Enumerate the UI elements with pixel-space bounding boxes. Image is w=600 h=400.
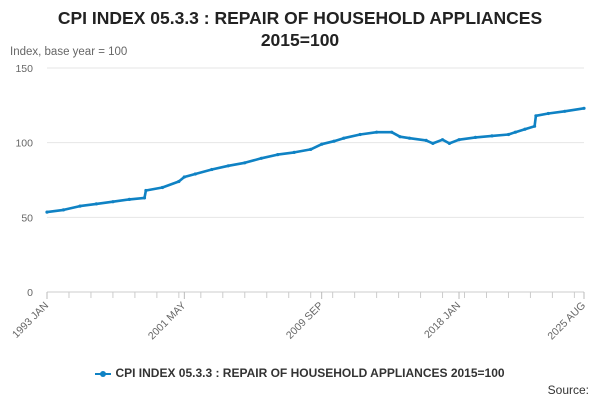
- legend[interactable]: CPI INDEX 05.3.3 : REPAIR OF HOUSEHOLD A…: [0, 366, 600, 380]
- data-point: [506, 132, 511, 137]
- data-point: [61, 208, 66, 212]
- data-point: [563, 109, 567, 113]
- legend-series-marker-icon: [95, 369, 112, 379]
- x-tick-label: 2009 SEP: [284, 300, 326, 342]
- y-axis-label: Index, base year = 100: [10, 46, 128, 58]
- data-point: [408, 136, 412, 140]
- data-point: [78, 204, 82, 208]
- data-point: [457, 138, 461, 142]
- x-tick-label: 2001 MAY: [146, 300, 189, 343]
- data-point: [94, 202, 98, 206]
- data-point: [193, 172, 197, 176]
- data-point: [546, 111, 550, 116]
- data-point: [276, 153, 280, 157]
- data-point: [210, 167, 214, 172]
- data-point: [513, 130, 517, 134]
- chart-title-line-2: 2015=100: [260, 30, 340, 50]
- data-point: [440, 138, 445, 142]
- data-point: [144, 188, 148, 193]
- data-point: [490, 134, 494, 138]
- series-line: [45, 107, 586, 214]
- x-tick-label: 2025 AUG: [545, 300, 588, 343]
- data-point: [243, 161, 247, 165]
- data-point: [177, 179, 181, 184]
- y-tick-label: 50: [21, 212, 33, 224]
- data-point: [358, 132, 362, 137]
- chart-title-line-1: CPI INDEX 05.3.3 : REPAIR OF HOUSEHOLD A…: [57, 8, 543, 28]
- data-point: [473, 135, 478, 139]
- source-label: Source:: [547, 383, 589, 397]
- x-tick-label: 2018 JAN: [422, 300, 463, 341]
- data-point: [309, 147, 313, 151]
- data-point: [375, 130, 379, 134]
- data-point: [320, 142, 324, 146]
- y-tick-label: 150: [15, 63, 33, 75]
- data-point: [342, 136, 346, 140]
- data-point: [226, 164, 230, 168]
- data-point: [447, 141, 451, 145]
- data-point: [533, 124, 537, 128]
- x-tick-label: 1993 JAN: [10, 300, 51, 341]
- chart-title: CPI INDEX 05.3.3 : REPAIR OF HOUSEHOLD A…: [0, 7, 600, 51]
- data-point: [142, 196, 147, 200]
- data-point: [398, 135, 402, 139]
- data-point: [582, 106, 586, 110]
- y-tick-label: 100: [15, 138, 33, 150]
- y-tick-label: 0: [27, 287, 33, 299]
- data-point: [332, 139, 336, 143]
- legend-series-label: CPI INDEX 05.3.3 : REPAIR OF HOUSEHOLD A…: [115, 366, 505, 380]
- data-point: [534, 114, 538, 118]
- data-point: [127, 197, 131, 201]
- data-point: [292, 150, 296, 154]
- data-point: [424, 138, 428, 142]
- data-point: [111, 200, 115, 204]
- data-point: [45, 210, 49, 214]
- data-point: [523, 127, 527, 131]
- data-point: [160, 185, 164, 190]
- data-point: [259, 156, 263, 160]
- data-point: [431, 141, 435, 145]
- data-point: [182, 175, 186, 179]
- data-point: [390, 130, 394, 134]
